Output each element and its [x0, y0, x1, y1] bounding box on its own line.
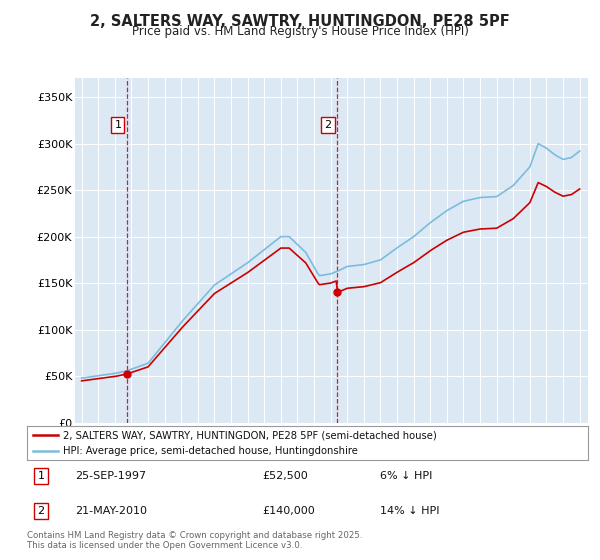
Text: 1: 1 — [115, 120, 121, 130]
Text: 2, SALTERS WAY, SAWTRY, HUNTINGDON, PE28 5PF (semi-detached house): 2, SALTERS WAY, SAWTRY, HUNTINGDON, PE28… — [64, 430, 437, 440]
Text: £140,000: £140,000 — [263, 506, 316, 516]
Text: £52,500: £52,500 — [263, 472, 308, 482]
Text: 25-SEP-1997: 25-SEP-1997 — [74, 472, 146, 482]
Text: 2, SALTERS WAY, SAWTRY, HUNTINGDON, PE28 5PF: 2, SALTERS WAY, SAWTRY, HUNTINGDON, PE28… — [90, 14, 510, 29]
Text: 2: 2 — [37, 506, 44, 516]
Text: 2: 2 — [325, 120, 332, 130]
Text: Contains HM Land Registry data © Crown copyright and database right 2025.
This d: Contains HM Land Registry data © Crown c… — [27, 531, 362, 550]
Text: HPI: Average price, semi-detached house, Huntingdonshire: HPI: Average price, semi-detached house,… — [64, 446, 358, 456]
Text: 21-MAY-2010: 21-MAY-2010 — [74, 506, 146, 516]
Text: 14% ↓ HPI: 14% ↓ HPI — [380, 506, 440, 516]
Text: Price paid vs. HM Land Registry's House Price Index (HPI): Price paid vs. HM Land Registry's House … — [131, 25, 469, 38]
Text: 1: 1 — [38, 472, 44, 482]
Text: 6% ↓ HPI: 6% ↓ HPI — [380, 472, 433, 482]
